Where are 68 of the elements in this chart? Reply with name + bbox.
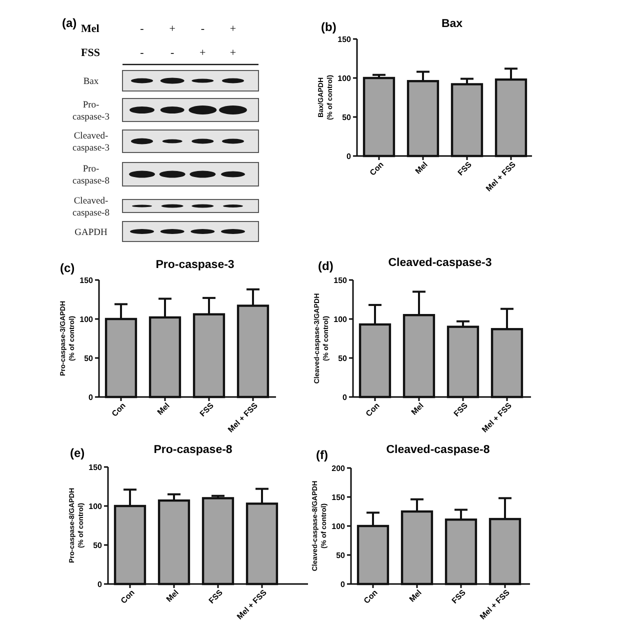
x-tick-label: Mel — [414, 160, 430, 176]
category-label: FSS — [81, 46, 100, 59]
y-tick-label: 150 — [338, 34, 352, 44]
x-tick-label: Mel + FSS — [478, 588, 512, 622]
y-tick-label: 0 — [340, 580, 346, 589]
y-tick-label: 150 — [334, 276, 348, 285]
x-tick-label: FSS — [456, 160, 474, 178]
text: + — [200, 46, 206, 59]
x-tick-label: FSS — [198, 400, 216, 418]
x-tick-label: Con — [110, 400, 128, 418]
x-tick-label: Mel — [164, 588, 180, 604]
text: - — [140, 46, 144, 59]
chart-title: Cleaved-caspase-3 — [388, 257, 492, 269]
text: (d) — [318, 259, 334, 273]
x-tick-label: FSS — [207, 588, 225, 606]
y-tick-label: 50 — [84, 354, 94, 363]
x-tick-label: Con — [364, 400, 382, 418]
x-tick-label: Mel + FSS — [484, 160, 518, 194]
y-tick-label: 150 — [332, 492, 346, 502]
text: - — [140, 22, 144, 35]
y-tick-label: 100 — [332, 522, 346, 531]
text: Cleaved-caspase-8 — [72, 196, 110, 218]
y-tick-label: 0 — [98, 580, 103, 589]
y-tick-label: 100 — [80, 314, 94, 324]
text: - — [170, 46, 174, 59]
x-tick-label: Mel — [408, 588, 424, 604]
y-tick-label: 0 — [346, 152, 352, 161]
y-tick-label: 100 — [338, 74, 352, 83]
x-tick-label: Mel + FSS — [480, 400, 514, 434]
y-tick-label: 150 — [80, 276, 94, 285]
y-tick-label: 50 — [338, 354, 348, 363]
text: (e) — [70, 446, 85, 460]
x-tick-label: Con — [368, 160, 386, 178]
y-tick-label: 150 — [88, 462, 103, 472]
text: (c) — [60, 261, 75, 275]
y-tick-label: 100 — [88, 502, 103, 511]
y-tick-label: 100 — [334, 314, 348, 324]
chart-title: Cleaved-caspase-8 — [386, 444, 490, 456]
x-tick-label: Mel + FSS — [226, 400, 260, 434]
text: + — [230, 46, 236, 59]
y-tick-label: 200 — [332, 464, 346, 473]
y-tick-label: 50 — [93, 540, 103, 550]
text: Pro-caspase-8 — [72, 164, 110, 187]
text: (f) — [316, 448, 328, 462]
text: (b) — [321, 20, 336, 34]
text: GAPDH — [74, 228, 108, 238]
text: + — [230, 22, 236, 35]
x-tick-label: FSS — [450, 588, 468, 606]
text: Pro-caspase-3 — [72, 100, 110, 122]
chart-title: Bax — [441, 18, 464, 30]
text: Cleaved-caspase-3 — [72, 132, 110, 154]
text: - — [200, 22, 205, 35]
y-tick-label: 50 — [336, 550, 346, 560]
y-tick-label: 0 — [88, 392, 94, 402]
chart-title: Pro-caspase-8 — [154, 444, 233, 456]
category-label: Mel — [81, 22, 100, 35]
y-tick-label: 50 — [342, 112, 352, 122]
x-tick-label: Con — [362, 588, 380, 606]
x-tick-label: Mel — [156, 401, 172, 417]
text: + — [169, 22, 176, 35]
x-tick-label: Mel + FSS — [235, 588, 269, 622]
y-tick-label: 0 — [342, 392, 348, 402]
text: (a) — [62, 16, 77, 30]
x-tick-label: FSS — [452, 400, 470, 418]
x-tick-label: Mel — [410, 401, 426, 417]
x-tick-label: Con — [119, 588, 136, 606]
chart-title: Pro-caspase-3 — [156, 259, 234, 271]
text: Bax — [83, 77, 99, 88]
